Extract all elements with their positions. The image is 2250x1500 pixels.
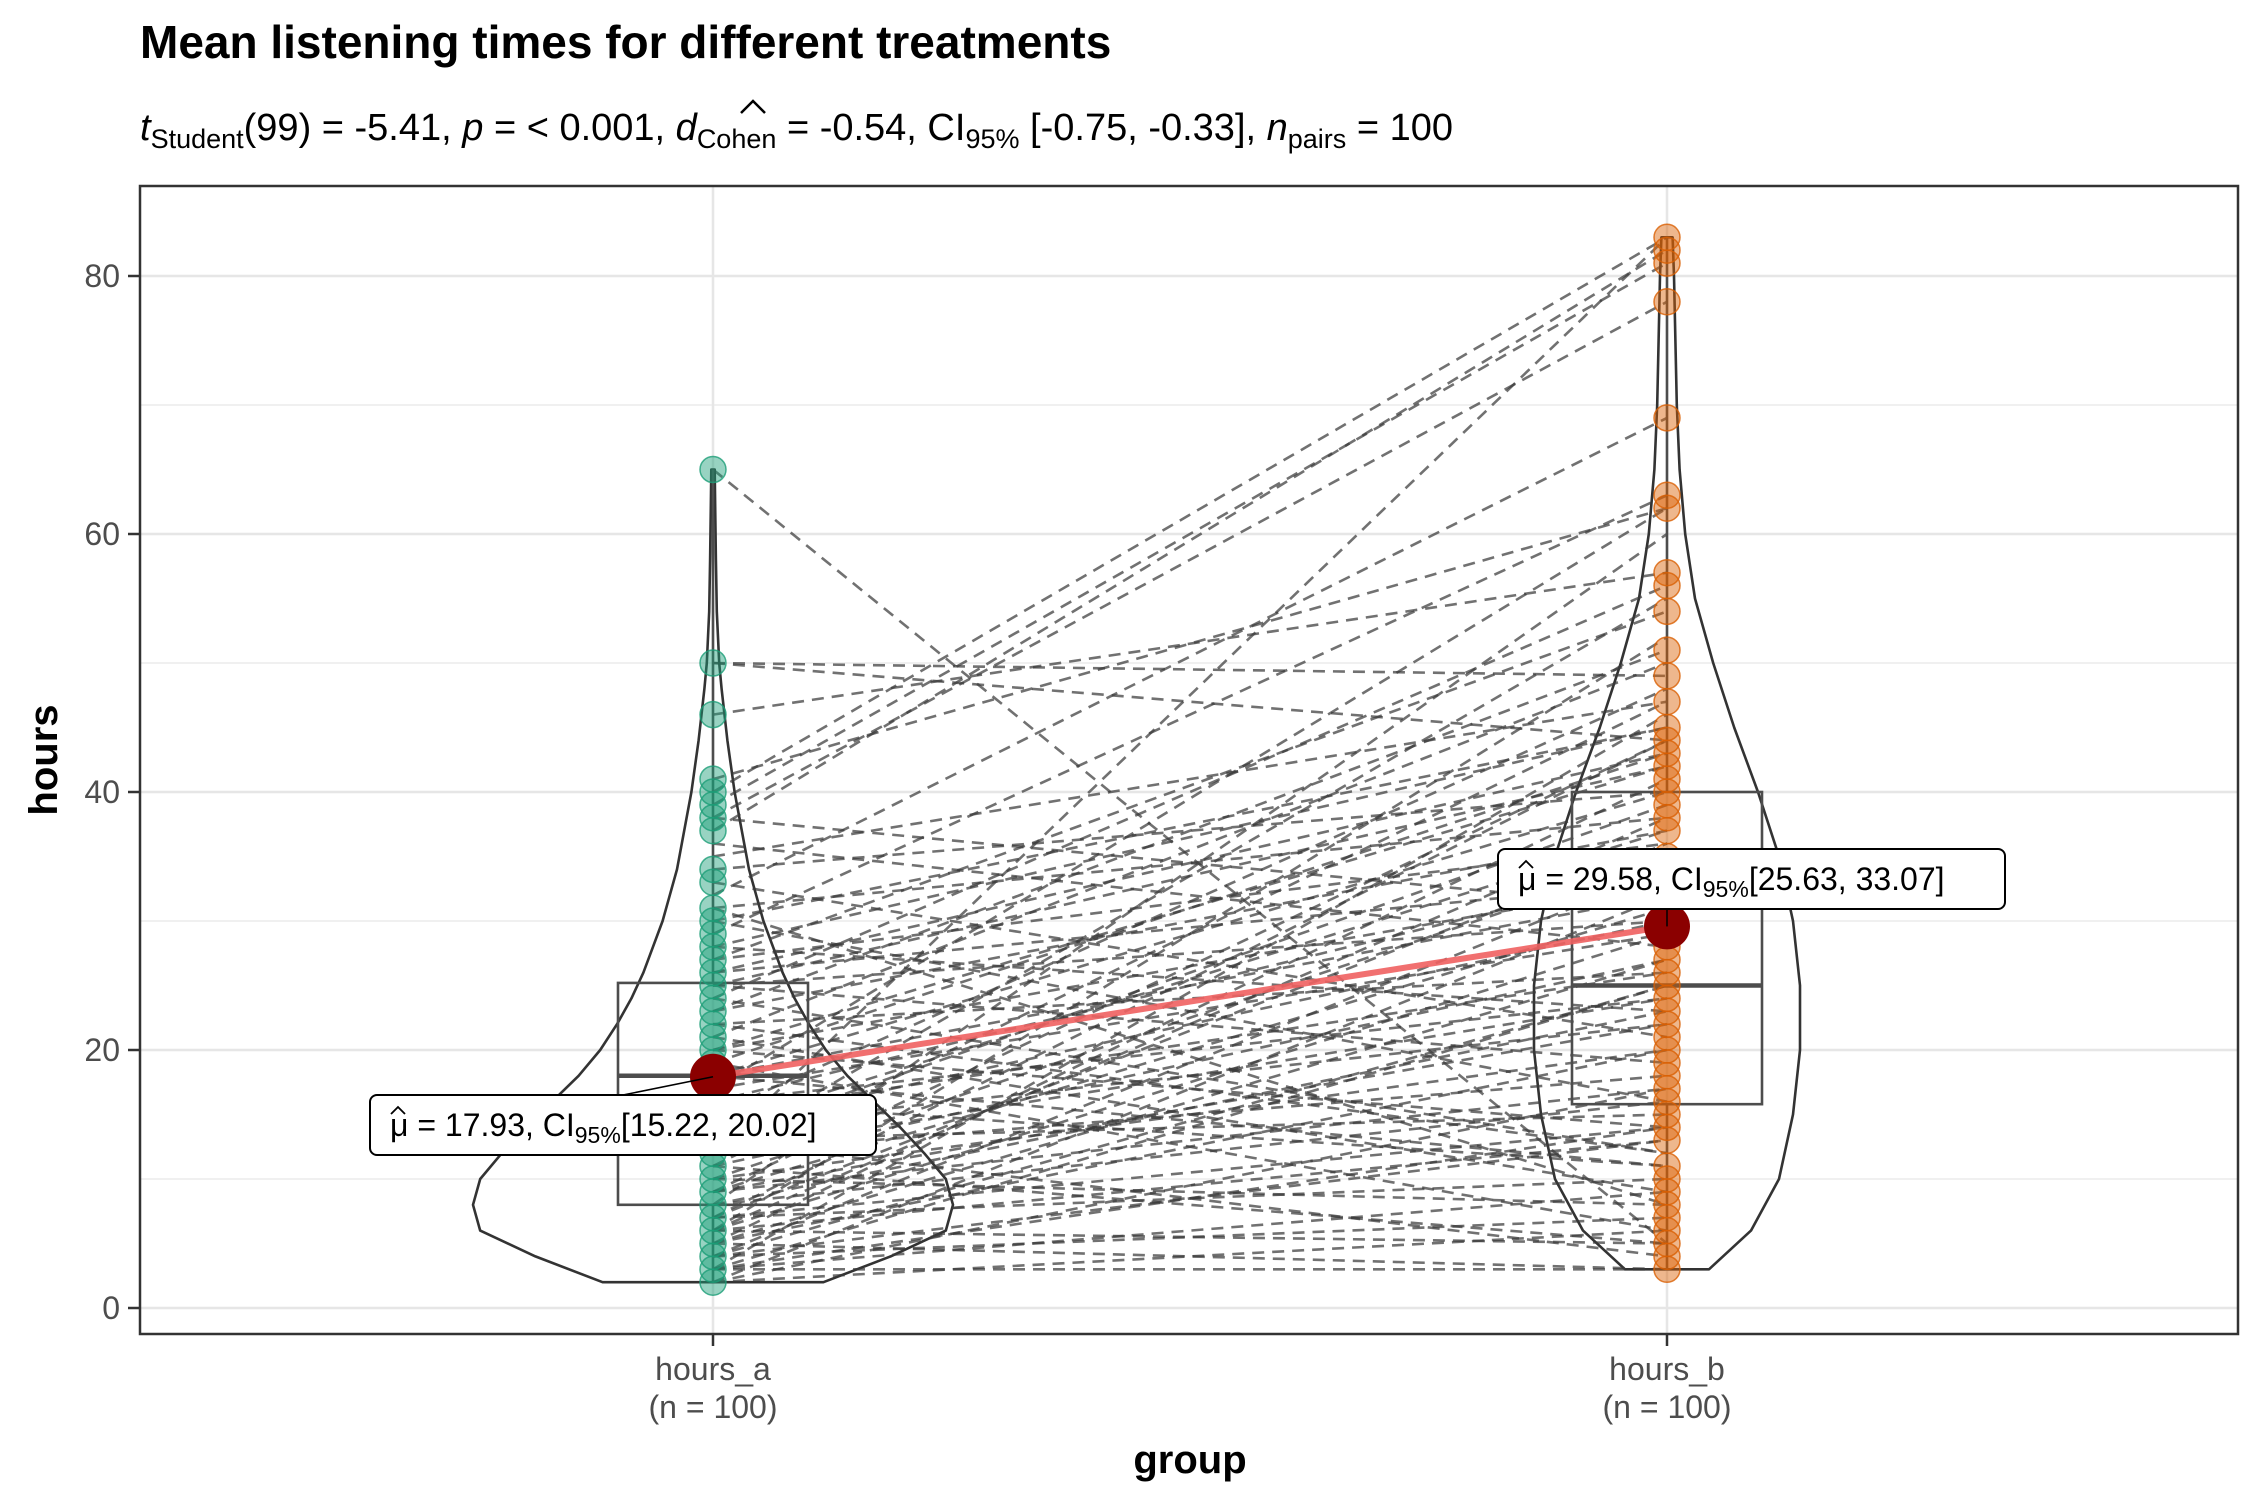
point-hours_b: [1653, 662, 1681, 690]
pair-line: [712, 571, 1668, 716]
x-tick-label-hours_b: hours_b: [1609, 1351, 1725, 1387]
pair-line: [712, 958, 1668, 1245]
pair-line: [712, 597, 1668, 1155]
pair-line: [712, 919, 1668, 1129]
point-hours_b: [1653, 816, 1681, 845]
x-tick-label-hours_a: hours_a: [655, 1351, 771, 1387]
pair-line: [712, 648, 1668, 1013]
pair-line: [712, 700, 1668, 1168]
mean-label-hours_a: μ = 17.93, CI95%[15.22, 20.02]: [390, 1107, 817, 1148]
pair-line: [712, 1022, 1668, 1155]
pair-line: [712, 764, 1668, 1052]
pair-line: [712, 881, 1668, 1052]
chart-subtitle: tStudent(99) = -5.41, p = < 0.001, dCohe…: [140, 107, 1453, 154]
plot-background: [140, 186, 2238, 1334]
point-hours_b: [1653, 687, 1681, 716]
point-hours_a: [699, 700, 727, 729]
pair-line: [712, 829, 1668, 1129]
mean-label-hours_b: μ = 29.58, CI95%[25.63, 33.07]: [1518, 861, 1945, 902]
pair-line: [712, 236, 1668, 1155]
pair-line: [712, 868, 1668, 1258]
pair-line: [712, 300, 1668, 819]
point-hours_b: [1653, 1255, 1681, 1284]
pair-line: [712, 236, 1668, 794]
point-hours_a: [699, 455, 727, 484]
y-axis: 0 20 40 60 80: [84, 258, 140, 1326]
pair-line: [712, 881, 1668, 1039]
point-hours_b: [1653, 494, 1681, 522]
panel-border: [138, 184, 2240, 1336]
pair-line: [712, 494, 1668, 936]
pair-line: [712, 700, 1668, 858]
x-axis: hours_a(n = 100)hours_b(n = 100): [649, 1334, 1732, 1425]
point-hours_a: [699, 816, 727, 845]
y-tick-label: 60: [84, 516, 120, 552]
pair-line: [712, 1061, 1668, 1232]
pair-line: [712, 507, 1668, 1090]
pair-line: [712, 726, 1668, 949]
pair-line: [712, 1010, 1668, 1207]
pair-line: [712, 752, 1668, 974]
point-hours_b: [1653, 249, 1681, 277]
pair-line: [712, 1087, 1668, 1284]
pair-line: [712, 261, 1668, 807]
chart-title: Mean listening times for different treat…: [140, 16, 1111, 68]
y-tick-label: 40: [84, 774, 120, 810]
pair-line: [712, 932, 1668, 1232]
point-hours_b: [1653, 636, 1681, 664]
mean-label-box-hours_b: [1497, 848, 2006, 910]
pair-line: [712, 739, 1668, 1219]
y-axis-title: hours: [22, 704, 66, 815]
cohen-d-hat: d: [676, 107, 699, 149]
pair-line: [712, 610, 1668, 961]
pair-line: [712, 584, 1668, 1000]
mean-label-box-hours_a: [369, 1094, 877, 1156]
point-hours_a: [699, 1268, 727, 1296]
point-hours_b: [1653, 404, 1681, 432]
point-hours_b: [1653, 1126, 1681, 1155]
pair-line: [712, 893, 1668, 1284]
point-hours_a: [699, 868, 727, 897]
mean-labels: μ = 17.93, CI95%[15.22, 20.02] μ = 29.58,…: [369, 848, 2006, 1156]
point-hours_b: [1653, 571, 1681, 600]
point-hours_b: [1653, 288, 1681, 316]
mu-hat-mark: [1518, 859, 1534, 869]
pair-line: [712, 249, 1668, 832]
pair-line: [712, 416, 1668, 897]
mu-hat-mark: [390, 1105, 406, 1115]
violin-hours_b: [1532, 236, 1802, 1271]
point-hours_a: [699, 649, 727, 677]
x-axis-title: group: [1133, 1438, 1246, 1482]
x-tick-count-hours_b: (n = 100): [1603, 1389, 1732, 1425]
pair-line: [712, 868, 1668, 1103]
plot-area: [140, 186, 2238, 1334]
pair-line: [712, 984, 1668, 1258]
pair-line: [712, 906, 1668, 1207]
pair-line: [712, 713, 1668, 1271]
pair-line: [712, 1126, 1668, 1271]
pair-line: [712, 661, 1668, 1039]
mean-line: [712, 923, 1668, 1080]
pair-line: [712, 752, 1668, 1065]
pair-line: [712, 468, 1668, 1245]
point-hours_b: [1653, 597, 1681, 626]
pair-line: [712, 790, 1668, 1078]
y-tick-label: 80: [84, 258, 120, 294]
pair-line: [712, 984, 1668, 1271]
label-connector: [622, 1075, 714, 1096]
pair-line: [712, 532, 1668, 1206]
pair-lines: [712, 236, 1668, 1284]
hat-mark: [740, 99, 766, 114]
y-tick-label: 0: [102, 1290, 120, 1326]
x-tick-count-hours_a: (n = 100): [649, 1389, 778, 1425]
y-tick-label: 20: [84, 1032, 120, 1068]
